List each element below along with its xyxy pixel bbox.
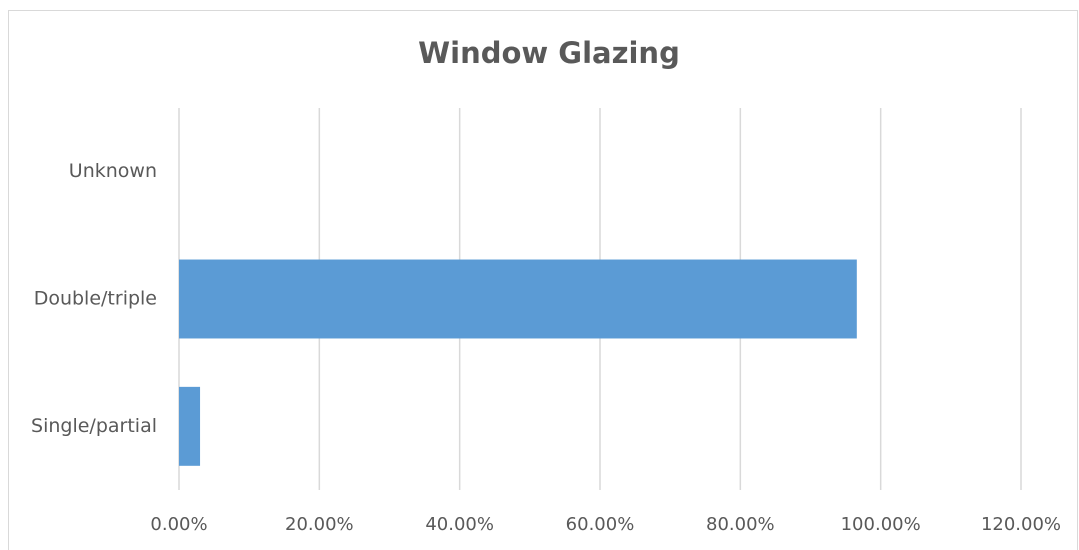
x-tick-label: 20.00% [285,514,354,535]
y-tick-label: Unknown [69,160,157,182]
y-tick-label: Single/partial [31,415,157,437]
x-tick-label: 0.00% [150,514,207,535]
bar [179,386,201,466]
bar [179,259,857,339]
chart-title: Window Glazing [418,36,680,70]
x-tick-label: 100.00% [841,514,921,535]
x-tick-label: 60.00% [566,514,635,535]
x-tick-label: 80.00% [706,514,775,535]
x-tick-label: 40.00% [425,514,494,535]
y-tick-label: Double/triple [34,288,157,310]
x-tick-label: 120.00% [981,514,1061,535]
